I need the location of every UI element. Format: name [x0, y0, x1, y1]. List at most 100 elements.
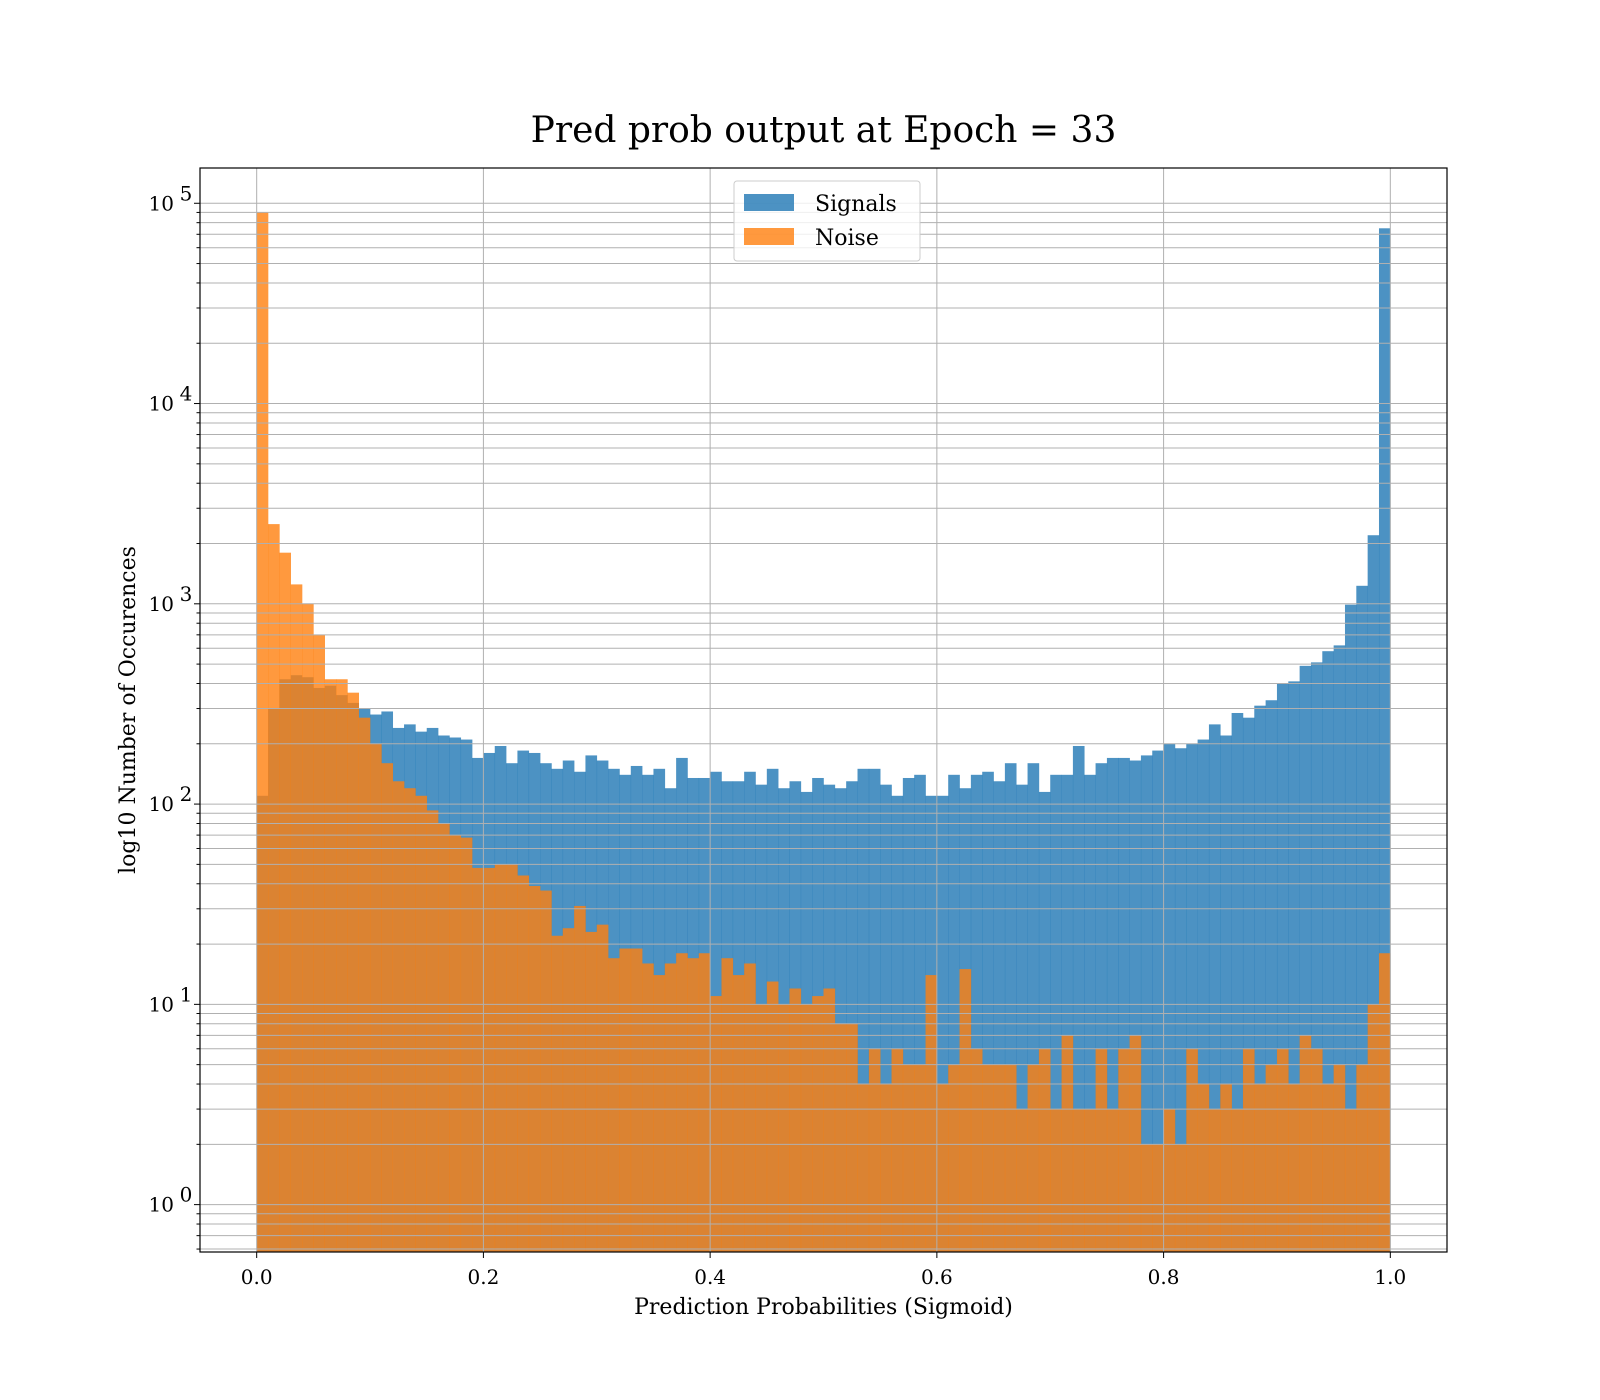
noise-bar [766, 981, 779, 1252]
noise-bar [426, 810, 439, 1252]
noise-bar [891, 1048, 904, 1252]
noise-bar [449, 835, 462, 1252]
signals-bar [1095, 763, 1108, 1252]
noise-bar [1208, 1109, 1221, 1252]
signals-bar [1016, 784, 1028, 1252]
signals-bar [1231, 712, 1244, 1252]
signals-bar [834, 788, 847, 1252]
noise-bar [630, 948, 643, 1252]
signals-bar [1152, 750, 1164, 1252]
noise-bar [834, 1023, 847, 1252]
noise-bar [290, 584, 303, 1252]
signals-bar [1344, 604, 1357, 1252]
noise-bar [1163, 1109, 1176, 1252]
noise-bar [1016, 1109, 1028, 1252]
noise-bar [506, 864, 518, 1252]
noise-bar [1265, 1064, 1278, 1252]
noise-bar [936, 1084, 949, 1252]
signals-bar [1299, 665, 1312, 1252]
noise-bar [381, 763, 394, 1252]
noise-bar [959, 969, 972, 1252]
noise-bar [256, 212, 269, 1253]
noise-bar [778, 1004, 790, 1252]
y-tick-label: 10 [149, 392, 174, 416]
legend-swatch-noise [744, 228, 794, 245]
noise-bar [460, 837, 473, 1252]
noise-bar [1299, 1035, 1312, 1252]
noise-bar [789, 988, 802, 1252]
noise-bar [1254, 1084, 1266, 1252]
noise-bar [721, 958, 734, 1252]
noise-bar [676, 953, 688, 1252]
noise-bar [540, 890, 552, 1252]
noise-bar [608, 958, 620, 1252]
signals-bar [1140, 755, 1153, 1252]
noise-bar [1140, 1144, 1153, 1252]
signals-bar [1322, 651, 1334, 1252]
noise-bar [993, 1064, 1006, 1252]
signals-bar [868, 768, 881, 1252]
noise-bar [1084, 1109, 1096, 1252]
y-tick-exponent: 5 [180, 181, 193, 205]
noise-bar [1356, 1064, 1368, 1252]
chart-title: Pred prob output at Epoch = 33 [531, 110, 1117, 151]
noise-bar [1367, 1004, 1380, 1252]
signals-bar [1118, 757, 1130, 1252]
noise-bar [268, 524, 280, 1252]
noise-bar [1220, 1084, 1232, 1252]
y-tick-exponent: 0 [180, 1183, 193, 1207]
noise-bar [494, 864, 507, 1252]
y-tick-exponent: 3 [180, 582, 193, 606]
signals-bar [1254, 705, 1266, 1252]
noise-bar [336, 679, 348, 1252]
noise-bar [551, 935, 564, 1252]
noise-bar [1333, 1064, 1346, 1252]
noise-bar [528, 885, 541, 1252]
signals-bar [1038, 791, 1051, 1252]
signals-bar [982, 771, 994, 1252]
signals-bar [1310, 662, 1323, 1252]
y-tick-label: 10 [149, 191, 174, 215]
noise-bar [1174, 1144, 1187, 1252]
signals-bar [1367, 535, 1380, 1252]
signals-bar [1208, 724, 1221, 1252]
signals-bar [1072, 745, 1085, 1252]
signals-bar [857, 768, 870, 1252]
noise-bar [472, 867, 484, 1252]
noise-bar [823, 988, 836, 1252]
noise-bar [925, 975, 938, 1252]
noise-bar [970, 1048, 983, 1252]
y-tick-label: 10 [149, 592, 174, 616]
x-tick-label: 0.8 [1148, 1265, 1180, 1289]
signals-bar [1265, 700, 1278, 1252]
signals-bar [1106, 757, 1119, 1252]
noise-bar [1061, 1035, 1074, 1252]
noise-bar [1378, 953, 1391, 1252]
noise-bar [914, 1064, 926, 1252]
noise-bar [664, 963, 677, 1252]
noise-bar [710, 996, 722, 1252]
y-tick-label: 10 [149, 992, 174, 1016]
signals-bar [1276, 683, 1289, 1252]
noise-bar [812, 996, 824, 1252]
noise-bar [1242, 1048, 1255, 1252]
noise-bar [1027, 1064, 1040, 1252]
noise-bar [324, 679, 337, 1252]
bars-layer [256, 212, 1391, 1253]
noise-bar [880, 1084, 892, 1252]
noise-bar [483, 867, 496, 1252]
y-tick-exponent: 4 [180, 382, 193, 406]
noise-bar [302, 603, 314, 1252]
signals-bar [1333, 645, 1346, 1252]
x-tick-label: 0.6 [921, 1265, 953, 1289]
noise-bar [347, 692, 360, 1252]
noise-bar [857, 1084, 870, 1252]
noise-bar [517, 875, 530, 1252]
noise-bar [1276, 1048, 1289, 1252]
signals-bar [1288, 681, 1300, 1252]
noise-bar [698, 953, 711, 1252]
noise-bar [1186, 1048, 1198, 1252]
noise-bar [1004, 1064, 1017, 1252]
